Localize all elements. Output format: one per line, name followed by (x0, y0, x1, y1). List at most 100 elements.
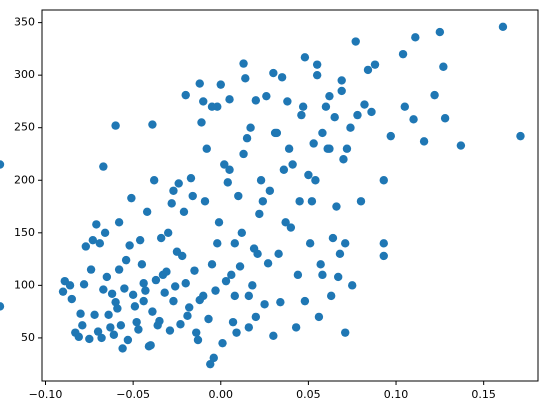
point (132, 317, 141, 327)
point (239, 59, 248, 68)
point (171, 282, 180, 291)
point (209, 353, 218, 363)
point (251, 312, 261, 322)
point (116, 321, 126, 330)
point (279, 165, 289, 174)
point (183, 311, 192, 321)
point (244, 291, 254, 301)
point (237, 228, 247, 238)
point (153, 321, 162, 330)
point (218, 338, 227, 348)
point (211, 286, 220, 295)
point (244, 323, 254, 332)
y-tick-label: 150 (14, 226, 35, 239)
y-tick-label: 350 (14, 16, 35, 29)
point (174, 179, 183, 188)
plot-frame (41, 9, 539, 382)
point (498, 22, 508, 32)
point (204, 314, 213, 324)
point (258, 197, 268, 206)
point (228, 317, 238, 327)
point (337, 86, 346, 96)
point (341, 328, 350, 337)
point (58, 287, 68, 296)
point (297, 110, 306, 120)
point (312, 60, 322, 69)
point (440, 114, 450, 123)
point (197, 118, 206, 127)
y-tick-label: 300 (14, 68, 35, 81)
point (195, 295, 204, 305)
point (400, 102, 409, 111)
point (330, 113, 339, 122)
point (311, 176, 320, 185)
x-tick-label: 0.10 (384, 388, 409, 401)
point (353, 110, 362, 120)
point (398, 49, 408, 59)
point (193, 335, 203, 345)
point (125, 241, 134, 250)
point (225, 165, 234, 174)
point (97, 333, 106, 343)
point (195, 79, 204, 88)
point (67, 294, 76, 304)
point (163, 228, 173, 238)
point (439, 62, 448, 71)
point (335, 249, 345, 259)
point (341, 239, 350, 248)
point (199, 97, 208, 106)
point (363, 65, 373, 75)
point (260, 300, 269, 309)
point (148, 120, 157, 129)
point (81, 242, 91, 251)
y-tick-label: 50 (21, 331, 35, 344)
point (162, 267, 171, 276)
point (309, 139, 318, 148)
point (346, 123, 355, 132)
point (181, 90, 190, 100)
point (221, 276, 231, 286)
point (262, 91, 271, 101)
point (181, 279, 190, 288)
point (192, 328, 201, 337)
point (121, 255, 131, 265)
point (312, 70, 322, 80)
point (325, 144, 334, 153)
point (321, 102, 331, 111)
y-tick-label: 250 (14, 121, 35, 134)
point (265, 186, 275, 195)
point (318, 128, 327, 138)
point (274, 249, 283, 259)
point (86, 265, 96, 274)
point (516, 131, 525, 141)
point (71, 328, 80, 337)
point (213, 239, 222, 248)
point (263, 259, 273, 268)
point (337, 76, 346, 85)
point (281, 218, 290, 227)
point (293, 270, 303, 280)
point (342, 144, 352, 153)
point (107, 289, 117, 298)
point (0, 302, 5, 311)
x-tick-label: −0.05 (116, 388, 150, 401)
point (102, 272, 112, 282)
point (100, 228, 110, 238)
point (109, 330, 119, 339)
point (118, 344, 127, 353)
point (120, 284, 129, 293)
point (99, 162, 108, 171)
point (92, 220, 101, 229)
point (348, 281, 357, 290)
point (185, 303, 194, 312)
point (239, 149, 248, 159)
point (411, 33, 420, 42)
point (128, 290, 138, 300)
point (160, 288, 169, 297)
point (137, 260, 147, 269)
point (255, 209, 264, 219)
point (79, 280, 89, 289)
point (326, 291, 336, 301)
